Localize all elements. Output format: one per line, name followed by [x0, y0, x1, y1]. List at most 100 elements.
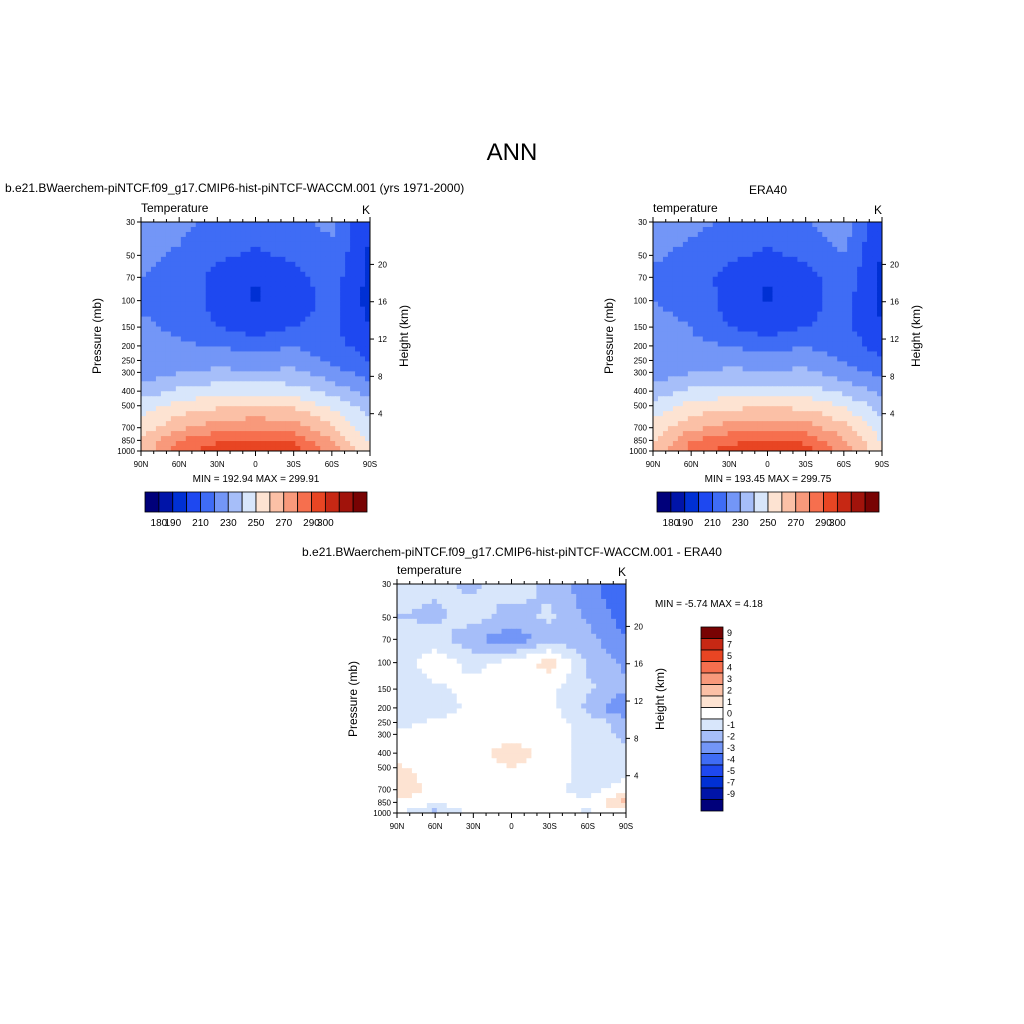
contour-cell: [752, 241, 759, 248]
contour-cell: [742, 441, 749, 447]
contour-cell: [141, 446, 147, 451]
contour-cell: [852, 226, 858, 233]
contour-cell: [737, 426, 744, 432]
contour-cell: [165, 246, 172, 253]
contour-cell: [792, 246, 798, 253]
contour-cell: [325, 281, 331, 288]
contour-cell: [355, 346, 361, 353]
contour-cell: [767, 446, 774, 451]
contour-cell: [767, 441, 774, 447]
contour-cell: [335, 341, 341, 348]
contour-cell: [260, 281, 267, 288]
contour-cell: [877, 396, 882, 402]
contour-cell: [817, 236, 823, 243]
contour-cell: [707, 286, 714, 293]
contour-cell: [847, 406, 853, 412]
contour-cell: [752, 276, 759, 283]
contour-cell: [245, 381, 252, 387]
contour-cell: [280, 411, 286, 417]
contour-cell: [712, 441, 719, 447]
contour-cell: [245, 296, 252, 303]
contour-cell: [180, 371, 187, 377]
contour-cell: [757, 356, 764, 362]
contour-cell: [225, 286, 232, 293]
contour-cell: [240, 291, 247, 298]
contour-cell: [822, 231, 828, 238]
contour-cell: [787, 326, 793, 333]
contour-cell: [491, 584, 498, 590]
contour-cell: [702, 351, 709, 358]
contour-cell: [732, 261, 739, 268]
contour-cell: [672, 341, 679, 348]
contour-cell: [847, 426, 853, 432]
contour-cell: [170, 386, 177, 392]
contour-cell: [290, 446, 296, 451]
contour-cell: [360, 226, 366, 233]
contour-cell: [867, 276, 873, 283]
contour-cell: [265, 301, 272, 308]
contour-cell: [822, 236, 828, 243]
contour-cell: [616, 618, 622, 625]
contour-cell: [576, 608, 582, 615]
contour-cell: [225, 366, 232, 372]
contour-cell: [320, 361, 326, 367]
contour-cell: [275, 301, 281, 308]
contour-cell: [837, 441, 843, 447]
contour-cell: [310, 256, 316, 263]
contour-cell: [180, 256, 187, 263]
contour-cell: [747, 336, 754, 343]
contour-cell: [230, 381, 237, 387]
contour-cell: [782, 241, 789, 248]
contour-cell: [662, 316, 669, 323]
contour-cell: [867, 401, 873, 407]
contour-cell: [837, 436, 843, 442]
contour-cell: [175, 421, 182, 427]
contour-cell: [155, 321, 162, 328]
contour-cell: [807, 436, 813, 442]
contour-cell: [401, 608, 408, 615]
contour-cell: [340, 306, 346, 313]
contour-cell: [767, 296, 774, 303]
contour-cell: [812, 336, 818, 343]
contour-cell: [285, 391, 291, 397]
contour-cell: [165, 281, 172, 288]
contour-cell: [682, 426, 689, 432]
contour-cell: [320, 391, 326, 397]
contour-cell: [205, 256, 212, 263]
contour-cell: [697, 222, 704, 228]
contour-cell: [220, 321, 227, 328]
contour-cell: [772, 341, 779, 348]
contour-cell: [506, 633, 513, 640]
contour-cell: [235, 436, 242, 442]
contour-cell: [772, 421, 779, 427]
contour-cell: [772, 446, 779, 451]
contour-cell: [807, 251, 813, 258]
contour-cell: [180, 281, 187, 288]
contour-cell: [852, 311, 858, 318]
contour-cell: [265, 306, 272, 313]
contour-cell: [521, 618, 528, 625]
contour-cell: [340, 376, 346, 382]
contour-cell: [260, 316, 267, 323]
contour-cell: [767, 386, 774, 392]
contour-cell: [141, 336, 147, 343]
contour-cell: [305, 321, 311, 328]
contour-cell: [762, 301, 769, 308]
contour-cell: [150, 286, 157, 293]
contour-cell: [777, 386, 784, 392]
contour-cell: [662, 266, 669, 273]
contour-cell: [757, 241, 764, 248]
contour-cell: [802, 431, 808, 437]
contour-cell: [752, 366, 759, 372]
contour-cell: [436, 588, 443, 595]
contour-cell: [190, 366, 197, 372]
contour-cell: [727, 276, 734, 283]
colorbar-swatch: [324, 491, 340, 513]
contour-cell: [792, 331, 798, 338]
contour-cell: [817, 436, 823, 442]
contour-cell: [747, 301, 754, 308]
contour-cell: [822, 406, 828, 412]
contour-cell: [727, 446, 734, 451]
contour-cell: [862, 416, 868, 422]
contour-cell: [150, 301, 157, 308]
